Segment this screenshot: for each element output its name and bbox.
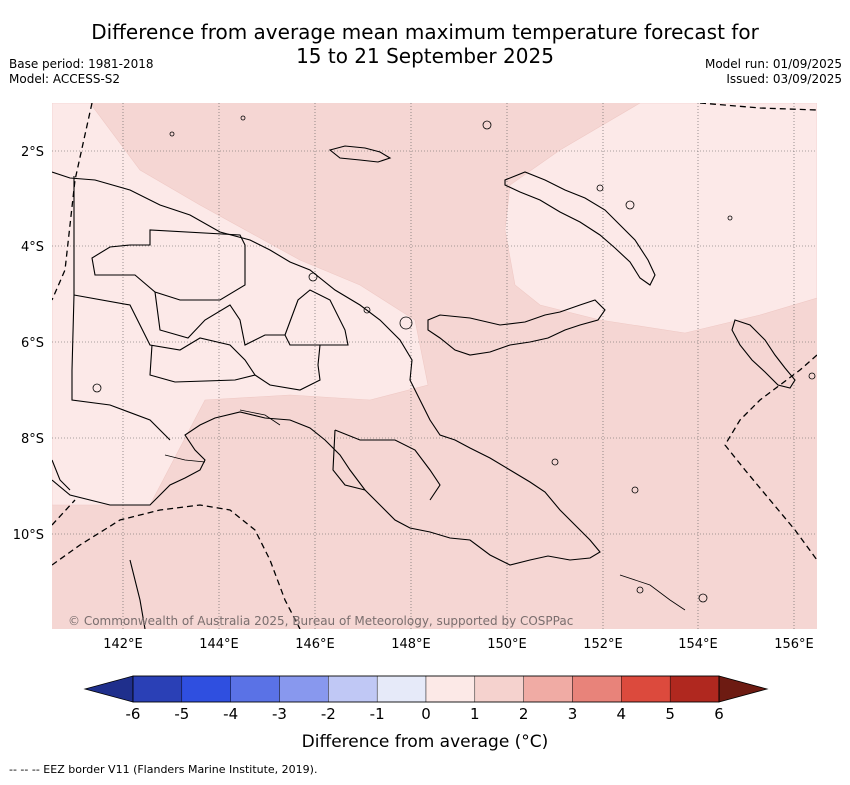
meta-left: Base period: 1981-2018 Model: ACCESS-S2 (9, 57, 154, 87)
y-tick-8s: 8°S (21, 432, 44, 447)
y-tick-4s: 4°S (21, 240, 44, 255)
colorbar-tick: -6 (126, 705, 141, 723)
colorbar-tick: 3 (568, 705, 578, 723)
new-britain-coast (427, 299, 606, 356)
map-area (52, 103, 817, 629)
new-guinea-coast (52, 171, 601, 566)
colorbar-label: Difference from average (°C) (301, 732, 549, 752)
province-border-1 (91, 229, 246, 301)
colorbar-tick: -3 (272, 705, 287, 723)
meta-right: Model run: 01/09/2025 Issued: 03/09/2025 (705, 57, 842, 87)
colorbar-frame (132, 675, 720, 703)
colorbar-tick: -5 (174, 705, 189, 723)
map-title-line-2: 15 to 21 September 2025 (296, 44, 554, 68)
x-tick-142: 142°E (103, 637, 143, 652)
y-tick-2s: 2°S (21, 145, 44, 160)
y-tick-labels: 2°S 4°S 6°S 8°S 10°S (13, 145, 44, 543)
province-border-4 (284, 289, 349, 346)
x-tick-144: 144°E (199, 637, 239, 652)
anomaly-zone-0-1-west (52, 103, 429, 506)
colorbar-cell (621, 675, 671, 703)
province-border-3 (154, 291, 321, 391)
small-islands (92, 115, 816, 611)
issued-label: Issued: 03/09/2025 (726, 72, 842, 86)
province-border-2 (73, 294, 256, 383)
y-tick-6s: 6°S (21, 336, 44, 351)
colorbar-tick: 6 (714, 705, 724, 723)
colorbar-cell (425, 675, 476, 703)
anomaly-zone-0-1-east (504, 103, 817, 334)
eez-footnote: -- -- -- EEZ border V11 (Flanders Marine… (9, 763, 318, 776)
colorbar-cell (474, 675, 524, 703)
colorbar-extend-min (83, 675, 134, 703)
colorbar-cell (328, 675, 378, 703)
map-title-line-1: Difference from average mean maximum tem… (91, 20, 759, 44)
x-tick-150: 150°E (487, 637, 527, 652)
cape-york-coast (52, 459, 71, 491)
colorbar-cell (279, 675, 329, 703)
model-run-label: Model run: 01/09/2025 (704, 57, 842, 71)
x-tick-152: 152°E (583, 637, 623, 652)
bougainville-coast (731, 319, 796, 389)
base-period-label: Base period: 1981-2018 (9, 57, 154, 71)
colorbar-cell (572, 675, 622, 703)
colorbar-tick: 0 (421, 705, 431, 723)
north-queensland-coast (129, 559, 146, 629)
x-tick-156: 156°E (774, 637, 814, 652)
coastlines (52, 145, 796, 629)
province-border-5 (334, 429, 441, 501)
colorbar-tick: 5 (665, 705, 675, 723)
y-tick-10s: 10°S (13, 528, 44, 543)
colorbar-tick: 2 (519, 705, 529, 723)
colorbar-tick: -4 (223, 705, 238, 723)
manus-coast (328, 145, 392, 163)
province-border-6 (332, 429, 366, 491)
x-tick-labels: 142°E 144°E 146°E 148°E 150°E 152°E 154°… (103, 637, 814, 652)
gridlines (52, 103, 817, 629)
x-tick-154: 154°E (678, 637, 718, 652)
new-ireland-coast (504, 171, 656, 286)
colorbar-tick: 4 (617, 705, 627, 723)
x-tick-146: 146°E (295, 637, 335, 652)
model-label: Model: ACCESS-S2 (9, 72, 121, 86)
colorbar-tick: -2 (321, 705, 336, 723)
eez-borders (52, 103, 817, 629)
colorbar-cell (523, 675, 573, 703)
x-tick-148: 148°E (391, 637, 431, 652)
copyright-notice: © Commonwealth of Australia 2025, Bureau… (68, 614, 574, 628)
colorbar-cell (230, 675, 280, 703)
colorbar-cell (669, 675, 720, 703)
colorbar-tick: 1 (470, 705, 480, 723)
colorbar-cells (132, 675, 720, 703)
colorbar-extend-max (718, 675, 769, 703)
colorbar-cell (376, 675, 427, 703)
colorbar-tick-labels: -6 -5 -4 -3 -2 -1 0 1 2 3 4 5 6 (126, 705, 724, 723)
colorbar-cell (181, 675, 231, 703)
colorbar-tick: -1 (370, 705, 385, 723)
colorbar: -6 -5 -4 -3 -2 -1 0 1 2 3 4 5 6 (83, 675, 769, 723)
colorbar-cell (132, 675, 183, 703)
